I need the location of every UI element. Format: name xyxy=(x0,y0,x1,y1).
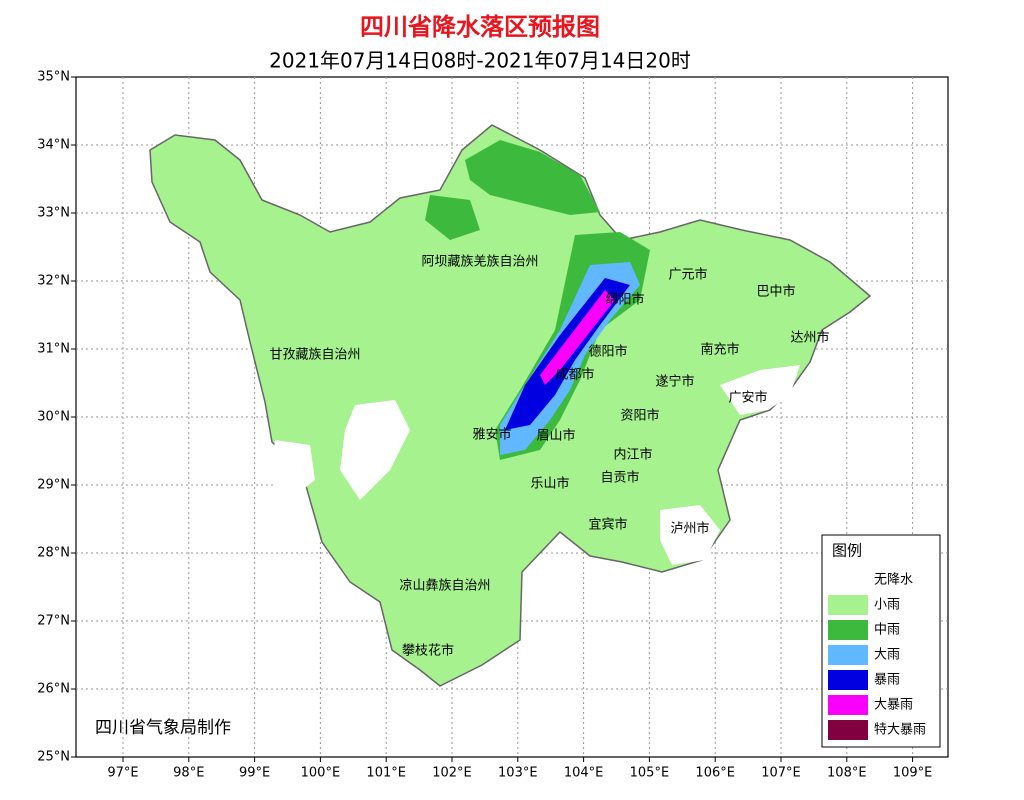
place-label: 广元市 xyxy=(668,267,707,283)
place-label: 攀枝花市 xyxy=(402,643,454,659)
lon-label: 109°E xyxy=(893,766,933,781)
lat-label: 32°N xyxy=(37,274,70,289)
place-label: 巴中市 xyxy=(756,284,795,300)
place-label: 凉山彝族自治州 xyxy=(399,578,490,594)
lat-label: 25°N xyxy=(37,750,70,765)
lon-label: 104°E xyxy=(564,766,604,781)
legend-swatch xyxy=(828,620,868,640)
place-label: 资阳市 xyxy=(620,408,659,424)
no-rain-patch xyxy=(340,400,410,500)
place-label: 达州市 xyxy=(790,330,829,346)
no-rain-patch xyxy=(270,440,315,500)
lat-label: 27°N xyxy=(37,614,70,629)
lon-label: 102°E xyxy=(432,766,472,781)
place-label: 内江市 xyxy=(613,447,652,463)
place-label: 阿坝藏族羌族自治州 xyxy=(421,254,538,270)
lon-label: 100°E xyxy=(301,766,341,781)
no-rain-patch xyxy=(660,505,720,565)
legend-swatch xyxy=(828,595,868,615)
legend-label: 大暴雨 xyxy=(874,698,913,713)
title: 四川省降水落区预报图 xyxy=(360,13,600,41)
legend-label: 无降水 xyxy=(874,573,913,588)
place-label: 宜宾市 xyxy=(588,517,627,533)
legend-label: 小雨 xyxy=(874,598,900,613)
lat-label: 33°N xyxy=(37,206,70,221)
legend-label: 大雨 xyxy=(874,648,900,663)
lon-label: 103°E xyxy=(498,766,538,781)
legend-label: 暴雨 xyxy=(874,673,900,688)
heavy-rainstorm-area xyxy=(540,290,615,385)
lat-label: 34°N xyxy=(37,138,70,153)
place-label: 成都市 xyxy=(555,367,594,383)
place-label: 甘孜藏族自治州 xyxy=(269,347,360,363)
lon-label: 101°E xyxy=(366,766,406,781)
legend-title: 图例 xyxy=(832,542,862,560)
place-label: 德阳市 xyxy=(588,344,627,360)
place-label: 遂宁市 xyxy=(655,374,694,390)
moderate-rain-area xyxy=(465,140,600,215)
place-label: 广安市 xyxy=(728,390,767,406)
lat-label: 35°N xyxy=(37,70,70,85)
legend-swatch xyxy=(828,720,868,740)
place-label: 乐山市 xyxy=(530,476,569,492)
lat-label: 29°N xyxy=(37,478,70,493)
lon-label: 105°E xyxy=(630,766,670,781)
legend-swatch xyxy=(828,695,868,715)
place-label: 眉山市 xyxy=(536,428,575,444)
legend-swatch xyxy=(828,670,868,690)
lon-label: 99°E xyxy=(239,766,270,781)
place-label: 泸州市 xyxy=(670,521,709,537)
lat-label: 28°N xyxy=(37,546,70,561)
lon-label: 107°E xyxy=(761,766,801,781)
place-label: 绵阳市 xyxy=(605,292,644,308)
place-label: 雅安市 xyxy=(472,427,511,443)
legend-swatch xyxy=(828,570,868,590)
province-area xyxy=(149,124,872,687)
lon-label: 106°E xyxy=(695,766,735,781)
lon-label: 108°E xyxy=(827,766,867,781)
lon-label: 97°E xyxy=(107,766,138,781)
legend-swatch xyxy=(828,645,868,665)
subtitle: 2021年07月14日08时-2021年07月14日20时 xyxy=(269,49,691,73)
lon-label: 98°E xyxy=(173,766,204,781)
legend-box xyxy=(821,534,941,748)
place-label: 南充市 xyxy=(700,342,739,358)
credit: 四川省气象局制作 xyxy=(95,718,231,738)
lat-label: 30°N xyxy=(37,410,70,425)
moderate-rain-area xyxy=(425,195,480,240)
lat-label: 26°N xyxy=(37,682,70,697)
place-label: 自贡市 xyxy=(600,470,639,486)
lat-label: 31°N xyxy=(37,342,70,357)
legend-label: 特大暴雨 xyxy=(874,723,926,738)
no-rain-patch xyxy=(720,365,800,415)
legend-label: 中雨 xyxy=(874,623,900,638)
